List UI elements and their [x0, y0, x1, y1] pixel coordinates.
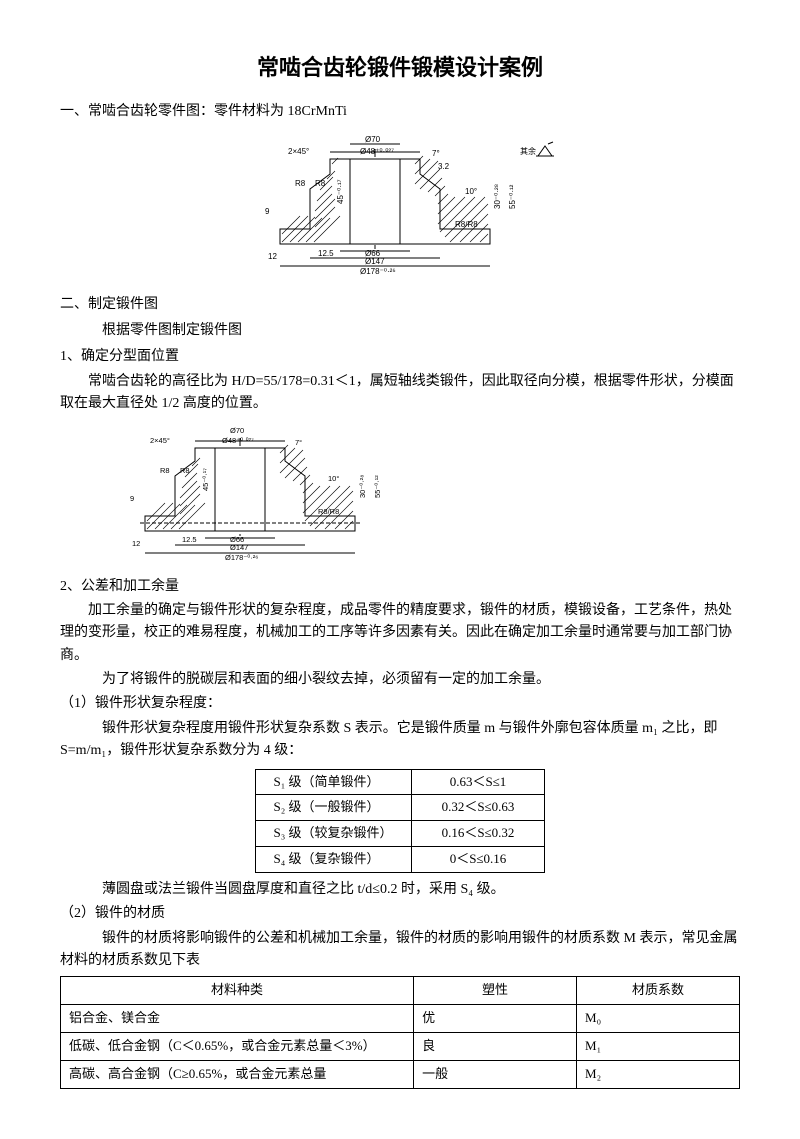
grade-table: S₁ 级（简单锻件） 0.63＜S≤1 S₂ 级（一般锻件） 0.32＜S≤0.… — [255, 769, 546, 873]
plasticity-cell: 一般 — [414, 1060, 577, 1088]
section2-heading: 二、制定锻件图 — [60, 294, 740, 316]
dim-h30: 30⁻⁰·²⁸ — [493, 184, 502, 209]
d2-a7: 7° — [295, 438, 302, 447]
sub2-para2: 为了将锻件的脱碳层和表面的细小裂纹去掉，必须留有一定的加工余量。 — [60, 669, 740, 691]
dim-d70: Ø70 — [365, 135, 381, 144]
sub2-heading: 2、公差和加工余量 — [60, 576, 740, 598]
d2-chamfer: 2×45° — [150, 436, 170, 445]
diagram2-container: Ø70 2×45° Ø48⁺⁰·⁰²⁷ 7° 10° R8 R8 R8/R8 9… — [100, 426, 740, 566]
item1-heading: （1）锻件形状复杂程度： — [60, 693, 740, 715]
d2-a10: 10° — [328, 474, 339, 483]
item2-para: 锻件的材质将影响锻件的公差和机械加工余量，锻件的材质的影响用锻件的材质系数 M … — [60, 928, 740, 973]
table-row: S₃ 级（较复杂锻件） 0.16＜S≤0.32 — [255, 821, 545, 847]
grade-label: S₂ 级（一般锻件） — [255, 795, 411, 821]
material-cell: 高碳、高合金钢（C≥0.65%，或合金元素总量 — [61, 1060, 414, 1088]
dim-angle10: 10° — [465, 187, 477, 196]
d2-bore: Ø48⁺⁰·⁰²⁷ — [222, 436, 254, 445]
d2-r8b: R8 — [180, 466, 190, 475]
col-plasticity: 塑性 — [414, 977, 577, 1005]
material-table: 材料种类 塑性 材质系数 铝合金、镁合金 优 M₀ 低碳、低合金钢（C＜0.65… — [60, 976, 740, 1088]
gear-drawing-1: Ø70 2×45° Ø48⁺⁰·⁰²⁷ 7° 3.2 10° R8 R8 R8/… — [220, 134, 580, 284]
col-material: 材料种类 — [61, 977, 414, 1005]
d2-h55: 55⁻⁰·¹² — [373, 474, 382, 497]
d2-d178: Ø178⁻⁰·²⁶ — [225, 553, 258, 562]
d2-h30: 30⁻⁰·²⁸ — [358, 474, 367, 497]
material-cell: 低碳、低合金钢（C＜0.65%，或合金元素总量＜3%） — [61, 1033, 414, 1061]
gear-drawing-2: Ø70 2×45° Ø48⁺⁰·⁰²⁷ 7° 10° R8 R8 R8/R8 9… — [100, 426, 410, 566]
dim-chamfer: 2×45° — [288, 147, 309, 156]
dim-r125: 12.5 — [318, 249, 334, 258]
item2-heading: （2）锻件的材质 — [60, 903, 740, 925]
table-header-row: 材料种类 塑性 材质系数 — [61, 977, 740, 1005]
dim-h45: 45⁻⁰·¹⁷ — [336, 179, 345, 204]
col-coeff: 材质系数 — [577, 977, 740, 1005]
grade-range: 0.16＜S≤0.32 — [411, 821, 545, 847]
section1-heading: 一、常啮合齿轮零件图：零件材料为 18CrMnTi — [60, 101, 740, 123]
grade-range: 0＜S≤0.16 — [411, 847, 545, 873]
dim-r8r8: R8/R8 — [455, 220, 478, 229]
d2-h9: 9 — [130, 494, 134, 503]
table-row: 低碳、低合金钢（C＜0.65%，或合金元素总量＜3%） 良 M₁ — [61, 1033, 740, 1061]
dim-h12: 12 — [268, 252, 277, 261]
item1-para: 锻件形状复杂程度用锻件形状复杂系数 S 表示。它是锻件质量 m 与锻件外廓包容体… — [60, 718, 740, 763]
d2-h45: 45⁻⁰·¹⁷ — [201, 467, 210, 490]
sub1-para: 常啮合齿轮的高径比为 H/D=55/178=0.31＜1，属短轴线类锻件，因此取… — [60, 371, 740, 416]
plasticity-cell: 优 — [414, 1005, 577, 1033]
dim-r8-2: R8 — [315, 179, 326, 188]
d2-r125: 12.5 — [182, 535, 197, 544]
d2-d70: Ø70 — [230, 426, 244, 435]
dim-h9: 9 — [265, 207, 270, 216]
d2-r8r8: R8/R8 — [318, 507, 339, 516]
coeff-cell: M₁ — [577, 1033, 740, 1061]
dim-bore: Ø48⁺⁰·⁰²⁷ — [360, 147, 394, 156]
table-row: 高碳、高合金钢（C≥0.65%，或合金元素总量 一般 M₂ — [61, 1060, 740, 1088]
grade-range: 0.63＜S≤1 — [411, 769, 545, 795]
surplus-label: 其余 — [520, 146, 536, 156]
dim-h55: 55⁻⁰·¹² — [508, 184, 517, 209]
table-row: S₁ 级（简单锻件） 0.63＜S≤1 — [255, 769, 545, 795]
material-cell: 铝合金、镁合金 — [61, 1005, 414, 1033]
plasticity-cell: 良 — [414, 1033, 577, 1061]
surplus-symbol — [538, 146, 552, 156]
table-row: S₄ 级（复杂锻件） 0＜S≤0.16 — [255, 847, 545, 873]
diagram1-container: Ø70 2×45° Ø48⁺⁰·⁰²⁷ 7° 3.2 10° R8 R8 R8/… — [60, 134, 740, 284]
grade-label: S₁ 级（简单锻件） — [255, 769, 411, 795]
table-row: 铝合金、镁合金 优 M₀ — [61, 1005, 740, 1033]
dim-angle7: 7° — [432, 149, 440, 158]
dim-32: 3.2 — [438, 162, 450, 171]
dim-d178: Ø178⁻⁰·²⁶ — [360, 267, 396, 276]
grade-label: S₃ 级（较复杂锻件） — [255, 821, 411, 847]
coeff-cell: M₀ — [577, 1005, 740, 1033]
sub1-heading: 1、确定分型面位置 — [60, 346, 740, 368]
d2-r8a: R8 — [160, 466, 170, 475]
item1-note: 薄圆盘或法兰锻件当圆盘厚度和直径之比 t/d≤0.2 时，采用 S₄ 级。 — [60, 879, 740, 901]
dim-d147: Ø147 — [365, 257, 385, 266]
dim-r8-1: R8 — [295, 179, 306, 188]
section2-sub: 根据零件图制定锻件图 — [60, 320, 740, 342]
sub2-para1: 加工余量的确定与锻件形状的复杂程度，成品零件的精度要求，锻件的材质，模锻设备，工… — [60, 600, 740, 667]
d2-h12: 12 — [132, 539, 140, 548]
coeff-cell: M₂ — [577, 1060, 740, 1088]
grade-label: S₄ 级（复杂锻件） — [255, 847, 411, 873]
grade-range: 0.32＜S≤0.63 — [411, 795, 545, 821]
d2-d147: Ø147 — [230, 543, 248, 552]
page-title: 常啮合齿轮锻件锻模设计案例 — [60, 50, 740, 85]
table-row: S₂ 级（一般锻件） 0.32＜S≤0.63 — [255, 795, 545, 821]
